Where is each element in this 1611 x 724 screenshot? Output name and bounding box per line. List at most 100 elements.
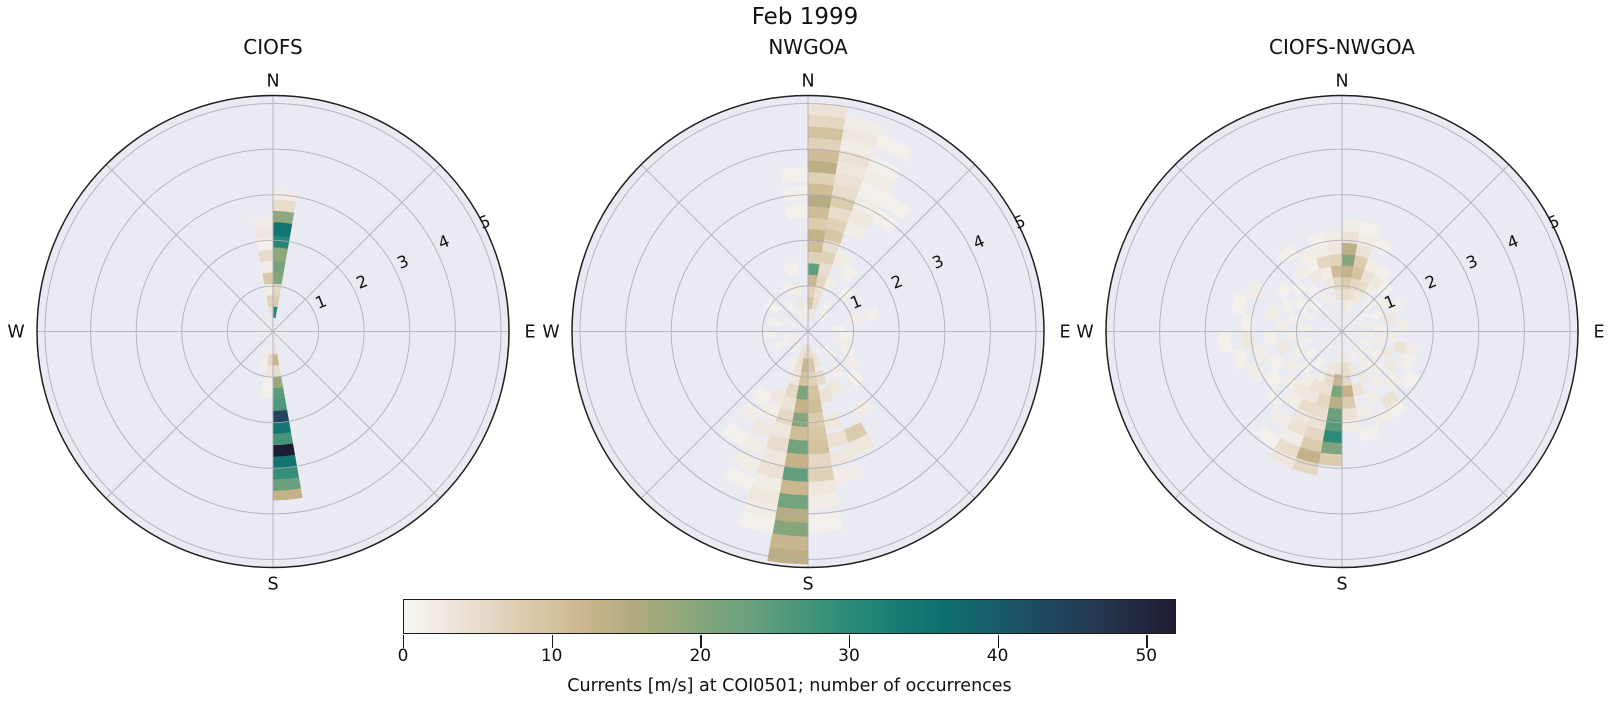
histogram-cell (784, 318, 797, 328)
histogram-cell (1297, 247, 1316, 265)
radial-gridline (1159, 148, 1525, 515)
radial-gridline (135, 194, 411, 469)
angle-gridline (105, 164, 274, 332)
radial-gridline (1113, 103, 1571, 560)
histogram-cell (846, 312, 863, 325)
radial-gridline (1204, 194, 1480, 469)
angle-gridline (1341, 331, 1510, 499)
colorbar-tick-mark (997, 635, 999, 648)
colorbar-tick-mark (1146, 635, 1148, 648)
histogram-cell (751, 387, 772, 407)
axes-outline (36, 94, 510, 569)
polar-grid (572, 95, 1044, 568)
histogram-cell (737, 511, 776, 534)
angle-gridline (807, 331, 976, 499)
angle-gridline (640, 164, 809, 332)
compass-label-w: W (542, 323, 559, 343)
radial-gridline (1250, 239, 1434, 424)
angle-gridline (105, 331, 274, 499)
histogram-cell (764, 298, 781, 314)
polar-grid (1106, 95, 1578, 568)
radial-gridline (181, 239, 365, 424)
histogram-cell (874, 134, 914, 163)
histogram-cell (1360, 320, 1374, 329)
histogram-cell (768, 386, 787, 405)
colorbar-tick-label: 50 (1135, 646, 1158, 666)
radial-gridline (716, 239, 900, 424)
histogram-cell (767, 317, 783, 328)
histogram-cell (1359, 338, 1373, 348)
histogram-cell (1319, 290, 1332, 305)
radial-gridline (625, 148, 991, 515)
histogram-cell (871, 208, 900, 235)
colorbar-tick-mark (403, 635, 405, 648)
colorbar-tick-label: 0 (397, 646, 409, 666)
radial-gridline (670, 194, 946, 469)
radial-gridline (1295, 285, 1389, 378)
angle-gridline (1174, 331, 1343, 499)
compass-label-e: E (1593, 323, 1604, 343)
angle-gridline (807, 164, 976, 332)
histogram-cell (791, 341, 802, 354)
histogram-cell (781, 281, 795, 297)
colorbar-tick-mark (551, 635, 553, 648)
histogram-cell (863, 306, 881, 322)
axes-outline (571, 94, 1045, 569)
compass-label-w: W (7, 323, 24, 343)
histogram-cell (1304, 347, 1318, 360)
colorbar-tick-label: 10 (540, 646, 563, 666)
compass-label-w: W (1076, 323, 1093, 343)
radial-gridline (579, 103, 1037, 560)
compass-label-e: E (524, 323, 535, 343)
histogram-cell (261, 385, 274, 398)
histogram-cell (1313, 355, 1327, 370)
histogram-cell (1306, 283, 1321, 299)
histogram-cell (880, 192, 911, 221)
radial-gridline (226, 285, 320, 378)
histogram-cell (783, 333, 796, 341)
angle-gridline (1174, 164, 1343, 332)
colorbar-tick-label: 30 (838, 646, 860, 666)
compass-label-e: E (1059, 323, 1070, 343)
angle-gridline (640, 331, 809, 499)
histogram-cell (1277, 244, 1298, 264)
histogram-cell (1274, 281, 1292, 299)
histogram-cell (1299, 336, 1313, 347)
colorbar-tick-mark (700, 635, 702, 648)
angle-gridline (1341, 164, 1510, 332)
histogram-cell (1255, 425, 1281, 449)
colorbar-gradient (403, 599, 1176, 634)
histogram-cell (258, 359, 269, 373)
subplot-title-ciofs-nwgoa: CIOFS-NWGOA (1269, 35, 1415, 59)
polar-grid (37, 95, 509, 568)
compass-label-n: N (801, 72, 814, 92)
histogram-cell (1247, 280, 1266, 302)
histogram-cell (795, 297, 805, 311)
histogram-cell (1357, 310, 1370, 322)
figure-title: Feb 1999 (751, 4, 859, 30)
axes-outline (1105, 94, 1579, 569)
histogram-cell (787, 336, 800, 347)
histogram-cell (1294, 295, 1310, 311)
histogram-cell (723, 465, 756, 491)
subplot-title-nwgoa: NWGOA (768, 35, 848, 59)
colorbar-tick-mark (849, 635, 851, 648)
radial-gridline (90, 148, 456, 515)
radial-gridline (44, 103, 502, 560)
histogram-cell (828, 362, 844, 380)
radial-gridline (761, 285, 855, 378)
histogram-cell (767, 546, 809, 565)
histogram-cell (833, 335, 849, 346)
compass-label-n: N (1335, 72, 1348, 92)
colorbar-tick-label: 20 (689, 646, 712, 666)
angle-gridline (272, 164, 441, 332)
histogram-cell (1300, 309, 1315, 321)
histogram-cell (784, 299, 797, 315)
subplot-title-ciofs: CIOFS (243, 35, 303, 59)
histogram-cell (1291, 264, 1310, 282)
compass-label-s: S (267, 575, 278, 595)
